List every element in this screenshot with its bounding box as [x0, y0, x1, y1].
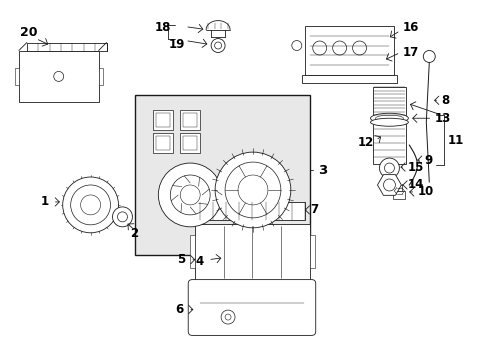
Polygon shape	[27, 42, 106, 50]
Text: 8: 8	[440, 94, 448, 107]
Bar	[135, 95, 309, 255]
Bar	[304, 26, 394, 75]
Text: 15: 15	[407, 161, 423, 174]
Text: 18: 18	[154, 21, 170, 34]
Circle shape	[383, 179, 395, 191]
Text: 7: 7	[310, 203, 318, 216]
Bar	[190, 235, 195, 269]
Circle shape	[229, 249, 245, 265]
Text: 4: 4	[196, 255, 203, 268]
Bar	[180, 110, 200, 130]
Circle shape	[211, 39, 224, 53]
Circle shape	[423, 50, 434, 62]
Text: 3: 3	[317, 163, 326, 176]
Bar	[156, 113, 170, 127]
Ellipse shape	[370, 118, 407, 126]
Text: 5: 5	[177, 253, 185, 266]
Circle shape	[170, 175, 210, 215]
Polygon shape	[206, 21, 229, 30]
Text: 13: 13	[433, 112, 449, 125]
Ellipse shape	[370, 113, 407, 123]
Text: 14: 14	[407, 179, 423, 192]
Text: 17: 17	[402, 46, 418, 59]
Circle shape	[352, 41, 366, 55]
Circle shape	[81, 195, 101, 215]
Circle shape	[224, 162, 280, 218]
Text: 19: 19	[168, 38, 184, 51]
Bar	[309, 235, 314, 269]
Bar	[99, 68, 102, 85]
Circle shape	[180, 185, 200, 205]
Bar	[195, 224, 309, 280]
Circle shape	[215, 152, 290, 228]
Text: 11: 11	[447, 134, 463, 147]
Bar	[153, 110, 173, 130]
Bar	[396, 185, 402, 191]
Bar	[372, 87, 406, 115]
Polygon shape	[377, 175, 401, 195]
Bar	[393, 191, 405, 199]
Text: 20: 20	[20, 26, 38, 39]
Bar	[183, 113, 197, 127]
Circle shape	[221, 310, 235, 324]
Bar	[19, 50, 99, 102]
Text: 2: 2	[130, 227, 138, 240]
Text: 16: 16	[402, 21, 418, 34]
Text: 12: 12	[357, 136, 373, 149]
Circle shape	[54, 71, 63, 81]
Circle shape	[312, 41, 326, 55]
Text: 9: 9	[424, 154, 432, 167]
Circle shape	[224, 243, 251, 271]
Circle shape	[384, 163, 394, 173]
Bar	[156, 136, 170, 150]
Bar	[153, 133, 173, 153]
Circle shape	[238, 175, 267, 205]
Bar	[301, 75, 397, 84]
Circle shape	[379, 158, 399, 178]
Text: 1: 1	[41, 195, 49, 208]
Bar	[200, 202, 304, 220]
Bar	[15, 68, 19, 85]
Bar	[372, 122, 406, 164]
Bar	[180, 133, 200, 153]
FancyBboxPatch shape	[188, 280, 315, 336]
Circle shape	[291, 41, 301, 50]
Circle shape	[332, 41, 346, 55]
Ellipse shape	[375, 115, 403, 121]
Circle shape	[117, 212, 127, 222]
Circle shape	[71, 185, 110, 225]
Text: 6: 6	[175, 303, 183, 316]
Circle shape	[224, 314, 230, 320]
Circle shape	[112, 207, 132, 227]
Circle shape	[214, 42, 221, 49]
Circle shape	[158, 163, 222, 227]
Text: 10: 10	[416, 185, 433, 198]
Circle shape	[62, 177, 118, 233]
Bar	[183, 136, 197, 150]
